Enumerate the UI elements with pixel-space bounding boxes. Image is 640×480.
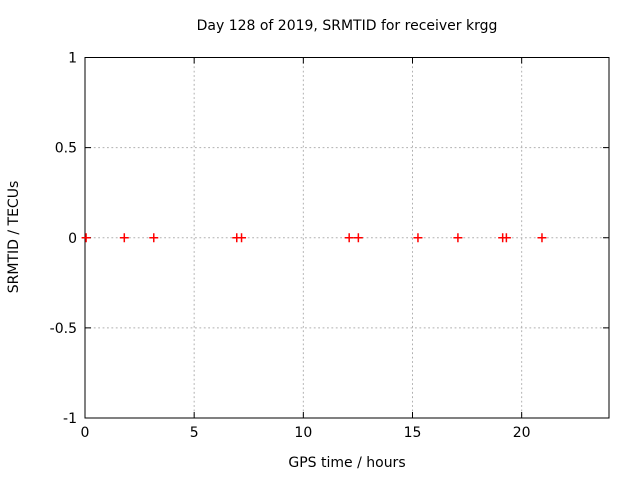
x-tick-label: 10 bbox=[294, 425, 312, 441]
x-tick-label: 20 bbox=[513, 425, 531, 441]
chart-title: Day 128 of 2019, SRMTID for receiver krg… bbox=[196, 18, 498, 34]
y-tick-label: -0.5 bbox=[50, 321, 77, 337]
y-tick-label: 0 bbox=[68, 231, 77, 247]
y-tick-label: 1 bbox=[68, 51, 77, 67]
y-tick-label: 0.5 bbox=[55, 141, 77, 157]
x-tick-label: 15 bbox=[404, 425, 422, 441]
x-axis-label: GPS time / hours bbox=[288, 455, 406, 471]
x-tick-label: 5 bbox=[190, 425, 199, 441]
x-tick-label: 0 bbox=[81, 425, 90, 441]
y-tick-label: -1 bbox=[63, 411, 77, 427]
